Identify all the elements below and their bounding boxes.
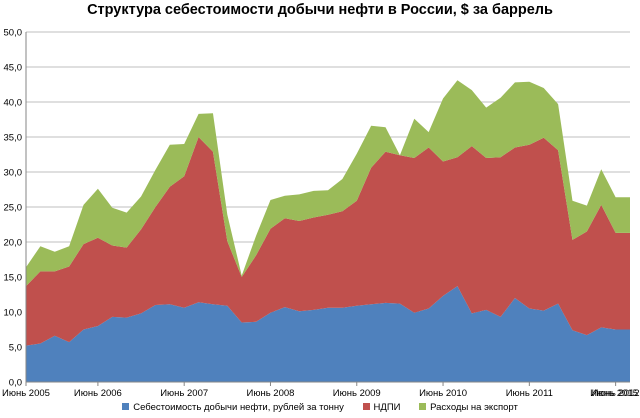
x-tick-label: Июнь 2012 (592, 388, 640, 399)
x-tick-label: Июнь 2008 (247, 388, 295, 399)
area-series-1 (26, 137, 630, 346)
area-series-2 (26, 80, 630, 287)
chart-title: Структура себестоимости добычи нефти в Р… (87, 2, 553, 18)
y-tick-label: 20,0 (4, 238, 23, 249)
y-tick-label: 10,0 (4, 308, 23, 319)
x-tick-label: Июнь 2009 (333, 388, 381, 399)
x-tick-label: Июнь 2010 (419, 388, 467, 399)
x-tick-label: Июнь 2006 (74, 388, 122, 399)
legend-swatch-export (419, 403, 427, 410)
legend-item-cost: Себестоимость добычи нефти, рублей за то… (122, 402, 344, 413)
y-tick-label: 40,0 (4, 98, 23, 109)
legend-label-cost: Себестоимость добычи нефти, рублей за то… (133, 402, 344, 413)
area-series-0 (26, 286, 630, 382)
x-tick-label: Июнь 2005 (2, 388, 50, 399)
legend-swatch-ndpi (362, 403, 370, 410)
legend-label-export: Расходы на экспорт (430, 402, 518, 413)
y-tick-label: 50,0 (4, 28, 23, 39)
x-tick-label: Июнь 2011 (506, 388, 553, 399)
x-tick-label: Июнь 2015 (590, 388, 638, 399)
legend-item-ndpi: НДПИ (362, 402, 401, 413)
y-tick-label: 15,0 (4, 273, 23, 284)
y-tick-label: 0,0 (9, 378, 22, 389)
legend-item-export: Расходы на экспорт (419, 402, 518, 413)
y-tick-label: 35,0 (4, 133, 23, 144)
y-tick-label: 25,0 (4, 203, 23, 214)
legend-label-ndpi: НДПИ (373, 402, 401, 413)
legend-swatch-cost (122, 403, 130, 410)
y-tick-label: 5,0 (9, 343, 22, 354)
legend: Себестоимость добычи нефти, рублей за то… (0, 402, 640, 413)
y-tick-label: 30,0 (4, 168, 23, 179)
x-tick-label: Июнь 2007 (160, 388, 208, 399)
y-tick-label: 45,0 (4, 63, 23, 74)
